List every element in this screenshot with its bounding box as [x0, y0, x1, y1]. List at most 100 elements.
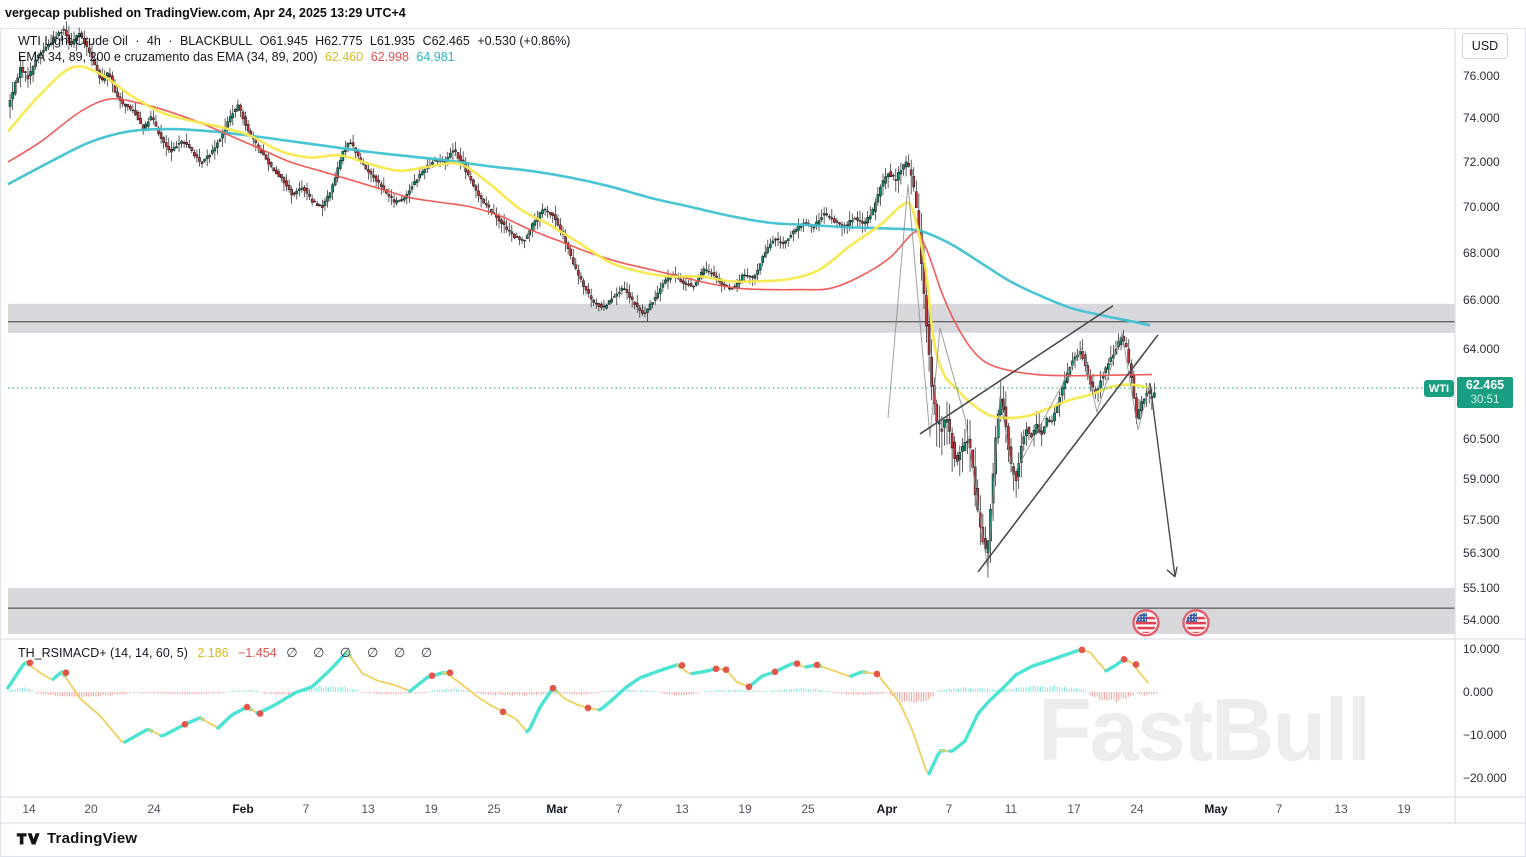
signal-dot: [712, 665, 720, 673]
footer-brand[interactable]: TradingView: [16, 830, 137, 847]
price-axis-label: 55.100: [1463, 580, 1500, 595]
time-axis-day-label: 7: [302, 802, 310, 816]
trendline[interactable]: [919, 305, 1114, 435]
symbol-info-row[interactable]: WTI Light Crude Oil · 4h · BLACKBULL O61…: [18, 33, 574, 49]
time-axis-day-label: 13: [675, 802, 689, 816]
time-axis-day-label: 11: [1004, 802, 1018, 816]
oscillator-title: TH_RSIMACD+ (14, 14, 60, 5): [18, 646, 188, 660]
oscillator-legend[interactable]: TH_RSIMACD+ (14, 14, 60, 5) 2.186 −1.454…: [18, 645, 444, 661]
price-axis-label: 72.000: [1463, 154, 1500, 169]
price-zone[interactable]: [8, 588, 1455, 635]
time-axis-day-label: 24: [1130, 802, 1144, 816]
ema34-value: 62.460: [324, 50, 364, 64]
signal-dot: [256, 710, 264, 717]
signal-dot: [26, 659, 34, 667]
time-axis-month-label: May: [1204, 802, 1228, 816]
time-axis-day-label: 7: [615, 802, 623, 816]
ema-200-line[interactable]: [7, 127, 1151, 327]
ema-89-line[interactable]: [7, 97, 1153, 377]
time-axis-day-label: 19: [1397, 802, 1411, 816]
ohlc-low: L61.935: [369, 34, 416, 48]
oscillator-empty-values: ∅ ∅ ∅ ∅ ∅ ∅: [286, 645, 439, 660]
time-axis-day-label: 7: [1275, 802, 1283, 816]
time-axis-day-label: 19: [424, 802, 438, 816]
price-axis-label: 60.500: [1463, 431, 1500, 446]
time-axis-day-label: 13: [361, 802, 375, 816]
signal-dot: [243, 703, 251, 711]
oscillator-axis-label: 10.000: [1463, 642, 1500, 656]
tradingview-brand-text: TradingView: [47, 830, 138, 847]
price-axis-label: 64.000: [1463, 342, 1500, 357]
tradingview-logo-icon: [16, 833, 40, 845]
signal-dot: [549, 684, 557, 692]
timeframe: 4h: [146, 34, 161, 48]
projection-arrow[interactable]: [1149, 382, 1178, 578]
oscillator-axis-label: −10.000: [1463, 728, 1507, 742]
time-axis-day-label: 13: [1334, 802, 1348, 816]
signal-dot: [62, 669, 70, 676]
signal-dot: [499, 708, 507, 716]
support-resistance-zones[interactable]: [8, 303, 1455, 635]
signal-dot: [446, 669, 454, 676]
oscillator-axis-label: −20.000: [1463, 771, 1507, 785]
bar-countdown: 30:51: [1470, 394, 1500, 406]
separator: ·: [168, 34, 173, 48]
time-axis-day-label: 20: [84, 802, 98, 816]
signal-dot: [745, 683, 753, 691]
oscillator-axis-label: 0.000: [1463, 685, 1494, 699]
separator: ·: [135, 34, 140, 48]
time-axis-day-label: 14: [22, 802, 36, 816]
chart-legend[interactable]: WTI Light Crude Oil · 4h · BLACKBULL O61…: [18, 33, 574, 65]
oscillator-histogram: [7, 685, 1157, 703]
current-price-label: 62.465 30:51: [1457, 377, 1513, 408]
ema-indicator-row[interactable]: EMA 34, 89, 200 e cruzamento das EMA (34…: [18, 49, 574, 65]
event-flags-layer[interactable]: [1132, 609, 1210, 637]
price-axis[interactable]: 76.000 74.000 72.000 70.000 68.000 66.000 64.0…: [1456, 28, 1525, 823]
signal-dot: [584, 704, 592, 712]
ema-34-line[interactable]: [7, 65, 1153, 420]
signal-dot: [793, 660, 801, 667]
signal-dot: [771, 668, 779, 676]
oscillator-value-1: 2.186: [197, 646, 229, 660]
price-axis-label: 70.000: [1463, 199, 1500, 214]
time-axis-day-label: 7: [945, 802, 953, 816]
time-axis[interactable]: 14 20 24 Feb 7 13 19 25 Mar 7 13 19 25 Apr 7 11 17 24 May 7…: [0, 798, 1455, 823]
trendlines-layer[interactable]: [919, 305, 1159, 573]
fastbull-watermark: FastBull: [1038, 680, 1371, 779]
time-axis-day-label: 25: [487, 802, 501, 816]
currency-toggle-button[interactable]: USD: [1462, 33, 1508, 59]
time-axis-month-label: Feb: [232, 802, 254, 816]
exchange-name: BLACKBULL: [179, 34, 253, 48]
signal-dot: [181, 720, 189, 728]
candles-layer[interactable]: [8, 21, 1156, 578]
time-axis-month-label: Apr: [876, 802, 898, 816]
us-flag-event-icon[interactable]: [1132, 609, 1160, 637]
ema89-value: 62.998: [370, 50, 409, 64]
time-axis-day-label: 25: [801, 802, 815, 816]
time-axis-month-label: Mar: [546, 802, 568, 816]
oscillator-line: [6, 648, 1149, 776]
zigzag-swing-lines: [887, 184, 1151, 571]
time-axis-day-label: 19: [738, 802, 752, 816]
signal-dot: [678, 662, 686, 669]
ohlc-high: H62.775: [315, 34, 363, 48]
time-axis-day-label: 17: [1067, 802, 1081, 816]
oscillator-value-2: −1.454: [238, 646, 277, 660]
us-flag-event-icon[interactable]: [1182, 609, 1210, 637]
time-axis-day-label: 24: [147, 802, 161, 816]
current-price-value: 62.465: [1465, 378, 1505, 392]
price-axis-label: 66.000: [1463, 293, 1500, 308]
ohlc-open: O61.945: [259, 34, 308, 48]
symbol-name: WTI Light Crude Oil: [18, 34, 128, 48]
price-zone[interactable]: [8, 303, 1455, 333]
signal-dot: [873, 670, 881, 678]
price-line-symbol-badge: WTI: [1424, 380, 1454, 397]
signal-dot: [1078, 646, 1086, 654]
signal-dot: [428, 672, 436, 679]
price-axis-label: 68.000: [1463, 245, 1500, 260]
trendline[interactable]: [977, 334, 1159, 573]
chart-frame: [0, 28, 1526, 857]
signal-dot: [813, 661, 821, 669]
